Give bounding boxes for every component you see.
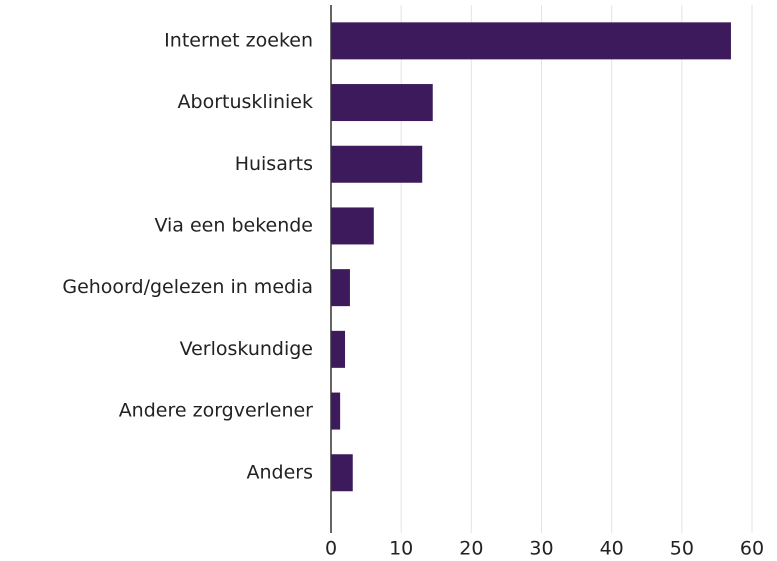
bar — [331, 392, 341, 430]
bar — [331, 330, 346, 368]
bar — [331, 207, 374, 245]
bar — [331, 22, 731, 60]
bar — [331, 269, 350, 307]
x-tick-label: 50 — [670, 538, 694, 560]
bar — [331, 145, 423, 183]
y-tick-label: Gehoord/gelezen in media — [62, 276, 313, 298]
x-tick-label: 0 — [325, 538, 337, 560]
x-tick-label: 20 — [459, 538, 483, 560]
y-tick-label: Andere zorgverlener — [119, 400, 313, 422]
y-tick-label: Verloskundige — [180, 338, 313, 360]
x-tick-label: 40 — [600, 538, 624, 560]
y-tick-label: Anders — [247, 461, 314, 483]
x-tick-label: 10 — [389, 538, 413, 560]
y-tick-label: Abortuskliniek — [178, 91, 313, 113]
x-tick-label: 30 — [529, 538, 553, 560]
y-tick-label: Via een bekende — [154, 214, 313, 236]
x-tick-label: 60 — [740, 538, 764, 560]
bar — [331, 454, 353, 492]
y-tick-label: Internet zoeken — [164, 29, 313, 51]
bar — [331, 84, 433, 122]
y-tick-label: Huisarts — [235, 153, 313, 175]
